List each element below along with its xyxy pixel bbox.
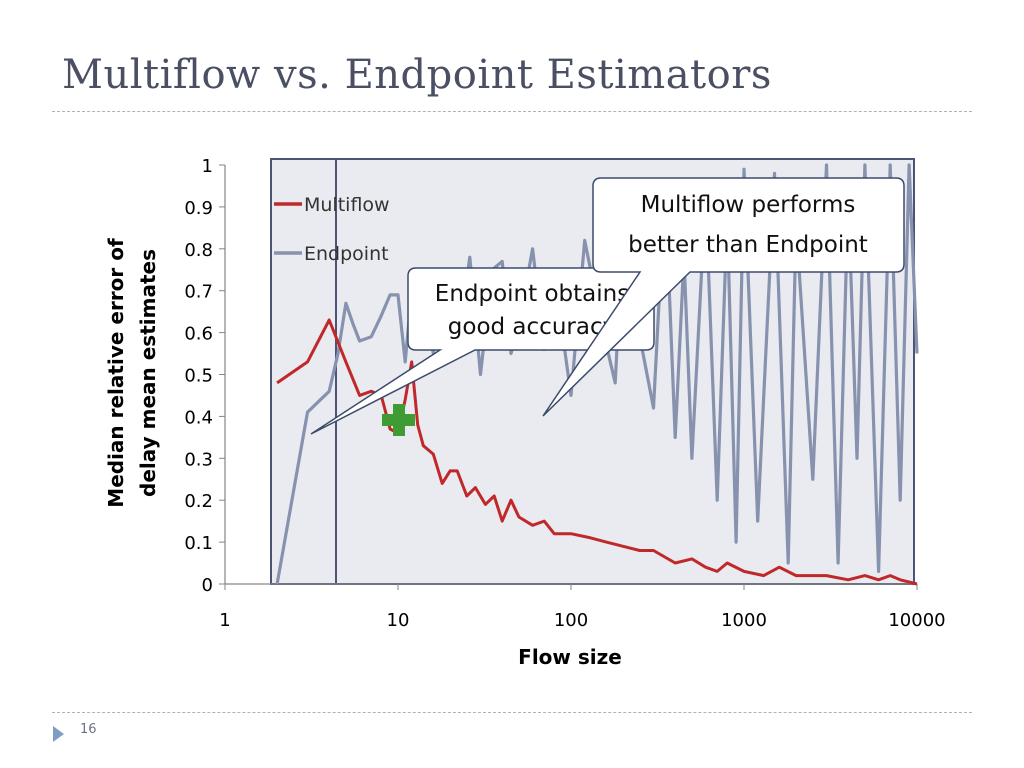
x-tick-label: 1 [219, 610, 230, 631]
y-tick-label: 0.3 [184, 449, 213, 470]
page-number: 16 [80, 722, 97, 737]
callout-endpoint-line1: Endpoint obtains [435, 281, 629, 307]
callout-multiflow: Multiflow performs better than Endpoint [542, 177, 905, 417]
y-tick-label: 0.7 [184, 282, 213, 303]
y-axis-title-line1: Median relative error of [104, 238, 128, 508]
slide-bullet-icon [53, 726, 64, 742]
slide-title: Multiflow vs. Endpoint Estimators [62, 52, 772, 98]
callout-endpoint: Endpoint obtains good accuracy [310, 267, 655, 435]
plus-marker-horizontal [382, 414, 415, 426]
y-tick-label: 0.1 [184, 533, 213, 554]
x-tick-label: 100 [554, 610, 588, 631]
tick-labels: 0 0.1 0.2 0.3 0.4 0.5 0.6 0.7 0.8 0.9 1 1 10 100 1000 1… [184, 156, 945, 631]
axes [219, 164, 918, 590]
y-tick-label: 0.2 [184, 491, 213, 512]
title-divider [52, 111, 972, 112]
y-tick-label: 0.6 [184, 324, 213, 345]
x-tick-label: 10000 [888, 610, 945, 631]
y-tick-label: 0 [202, 575, 213, 596]
x-axis-title: Flow size [518, 645, 622, 669]
y-tick-label: 0.5 [184, 366, 213, 387]
footer-divider [52, 712, 972, 713]
y-axis-title-line2: delay mean estimates [136, 249, 160, 497]
x-tick-label: 10 [387, 610, 410, 631]
callout-multiflow-line1: Multiflow performs [641, 192, 856, 218]
y-tick-label: 1 [202, 156, 213, 177]
callout-multiflow-line2: better than Endpoint [628, 232, 868, 258]
y-tick-label: 0.4 [184, 407, 213, 428]
legend: Multiflow Endpoint [274, 194, 390, 265]
y-tick-label: 0.9 [184, 198, 213, 219]
y-tick-label: 0.8 [184, 240, 213, 261]
legend-label-endpoint: Endpoint [304, 243, 389, 265]
callout-multiflow-bubble [542, 177, 905, 417]
legend-label-multiflow: Multiflow [304, 194, 390, 216]
x-tick-label: 1000 [721, 610, 767, 631]
callout-endpoint-line2: good accuracy [448, 314, 616, 340]
chart: 0 0.1 0.2 0.3 0.4 0.5 0.6 0.7 0.8 0.9 1 1 10 100 1000 1… [104, 156, 946, 669]
